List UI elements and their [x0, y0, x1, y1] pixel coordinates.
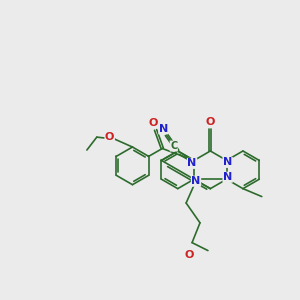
Text: N: N [159, 124, 168, 134]
Text: N: N [223, 158, 232, 167]
Text: C: C [170, 141, 177, 151]
Text: O: O [149, 118, 158, 128]
Text: N: N [223, 172, 232, 182]
Text: O: O [206, 117, 215, 127]
Text: N: N [191, 176, 201, 186]
Text: O: O [184, 250, 194, 260]
Text: O: O [105, 132, 114, 142]
Text: N: N [188, 158, 197, 168]
